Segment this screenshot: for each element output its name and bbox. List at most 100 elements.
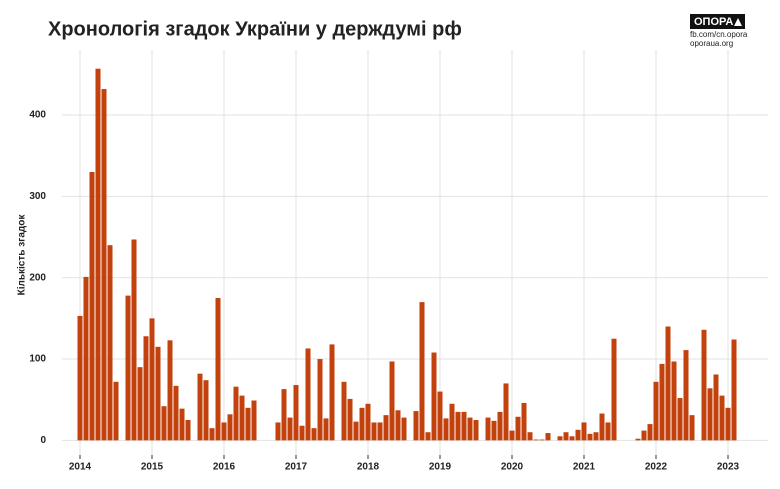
bar — [575, 429, 581, 441]
bar — [377, 422, 383, 441]
bar — [137, 367, 143, 441]
bar — [131, 239, 137, 441]
bar — [539, 439, 545, 441]
bar — [179, 408, 185, 441]
bar — [209, 428, 215, 441]
bar — [215, 298, 221, 441]
bar — [347, 398, 353, 441]
x-tick-label: 2016 — [213, 462, 236, 473]
bar — [275, 422, 281, 441]
bar — [665, 326, 671, 441]
bar — [707, 388, 713, 441]
bar — [449, 403, 455, 441]
bar — [341, 381, 347, 441]
bar — [599, 413, 605, 441]
bar — [719, 395, 725, 441]
bar — [461, 411, 467, 441]
bar — [83, 276, 89, 441]
x-tick-label: 2021 — [573, 462, 596, 473]
logo-name: ОПОРА — [694, 16, 733, 28]
bar — [143, 336, 149, 441]
bar — [611, 338, 617, 441]
y-tick-label: 100 — [29, 354, 46, 365]
bar — [605, 422, 611, 441]
bar — [419, 302, 425, 441]
x-tick-label: 2017 — [285, 462, 308, 473]
bar — [227, 414, 233, 441]
bar — [677, 398, 683, 441]
bar — [557, 436, 563, 441]
bar — [185, 420, 191, 441]
bar — [359, 407, 365, 441]
bar — [497, 411, 503, 441]
bar — [107, 245, 113, 441]
bar — [353, 421, 359, 441]
bar — [245, 407, 251, 441]
bar — [389, 361, 395, 441]
bar — [443, 418, 449, 441]
y-tick-label: 400 — [29, 110, 46, 121]
chart-title: Хронологія згадок України у держдумі рф — [48, 18, 462, 40]
bar — [197, 373, 203, 441]
bar — [683, 350, 689, 441]
x-tick-label: 2018 — [357, 462, 380, 473]
bar — [323, 418, 329, 441]
bar — [173, 385, 179, 441]
bar — [251, 400, 257, 441]
bar — [437, 391, 443, 441]
bar — [473, 420, 479, 441]
bar — [521, 402, 527, 441]
y-tick-label: 200 — [29, 272, 46, 283]
bar — [425, 432, 431, 441]
bar — [713, 374, 719, 441]
bar — [455, 411, 461, 441]
x-tick-label: 2014 — [69, 462, 92, 473]
bar — [653, 381, 659, 441]
bar — [77, 315, 83, 441]
bar — [413, 411, 419, 441]
bar — [281, 389, 287, 441]
bar — [491, 420, 497, 441]
bar — [587, 433, 593, 441]
y-tick-label: 0 — [40, 435, 46, 446]
bar — [167, 340, 173, 441]
bar — [509, 430, 515, 441]
x-tick-label: 2022 — [645, 462, 668, 473]
y-tick-label: 300 — [29, 191, 46, 202]
bar — [221, 422, 227, 441]
bar — [401, 417, 407, 441]
bar — [155, 346, 161, 441]
bar — [89, 171, 95, 441]
bar — [293, 385, 299, 441]
bar — [365, 403, 371, 441]
x-tick-label: 2015 — [141, 462, 164, 473]
bar — [287, 417, 293, 441]
bar — [515, 416, 521, 441]
bar — [641, 430, 647, 441]
bar — [485, 417, 491, 441]
bar — [149, 318, 155, 441]
bar — [701, 329, 707, 441]
bar — [233, 386, 239, 441]
logo-box — [690, 14, 745, 29]
bar — [533, 439, 539, 441]
bar — [545, 433, 551, 441]
bar — [725, 407, 731, 441]
logo-link: oporaua.org — [690, 39, 733, 48]
bar — [689, 415, 695, 441]
logo-triangle — [734, 18, 742, 26]
bar — [95, 68, 101, 441]
x-tick-label: 2023 — [717, 462, 740, 473]
bar — [329, 344, 335, 441]
bar — [305, 348, 311, 441]
bar — [563, 432, 569, 441]
bar — [383, 415, 389, 441]
bar — [203, 380, 209, 441]
bar — [101, 89, 107, 441]
bar — [647, 424, 653, 441]
bar — [161, 406, 167, 441]
bar — [125, 295, 131, 441]
bar — [527, 432, 533, 441]
bar — [299, 425, 305, 441]
